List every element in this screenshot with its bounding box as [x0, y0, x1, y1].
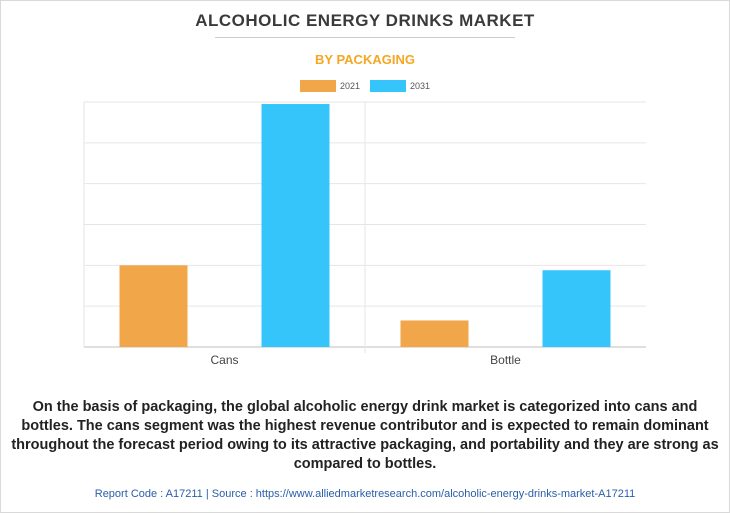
- footer: Report Code : A17211 | Source : https://…: [0, 488, 730, 500]
- footer-separator: |: [205, 488, 209, 500]
- legend-label-2021: 2021: [339, 81, 360, 91]
- x-tick-label: Bottle: [490, 353, 521, 367]
- legend-item-2031[interactable]: 2031: [370, 80, 430, 92]
- chart-description: On the basis of packaging, the global al…: [11, 399, 719, 472]
- bar-cans-2031: [261, 104, 330, 348]
- legend-item-2021[interactable]: 2021: [299, 80, 360, 92]
- legend-label-2031: 2031: [410, 81, 431, 91]
- bar-cans-2021: [119, 265, 188, 347]
- chart-subtitle: BY PACKAGING: [315, 52, 415, 67]
- bar-bottle-2021: [400, 320, 469, 347]
- chart-legend: 2021 2031: [0, 80, 730, 92]
- bar-chart: Cans Bottle: [83, 101, 646, 367]
- source-link[interactable]: Source : https://www.alliedmarketresearc…: [211, 488, 636, 500]
- title-divider: [215, 37, 515, 38]
- report-code: Report Code : A17211: [94, 488, 203, 500]
- chart-title: ALCOHOLIC ENERGY DRINKS MARKET: [195, 11, 535, 30]
- bar-bottle-2031: [542, 270, 611, 347]
- legend-swatch-2021: [299, 80, 336, 92]
- legend-swatch-2031: [370, 80, 406, 92]
- x-tick-label: Cans: [210, 353, 238, 367]
